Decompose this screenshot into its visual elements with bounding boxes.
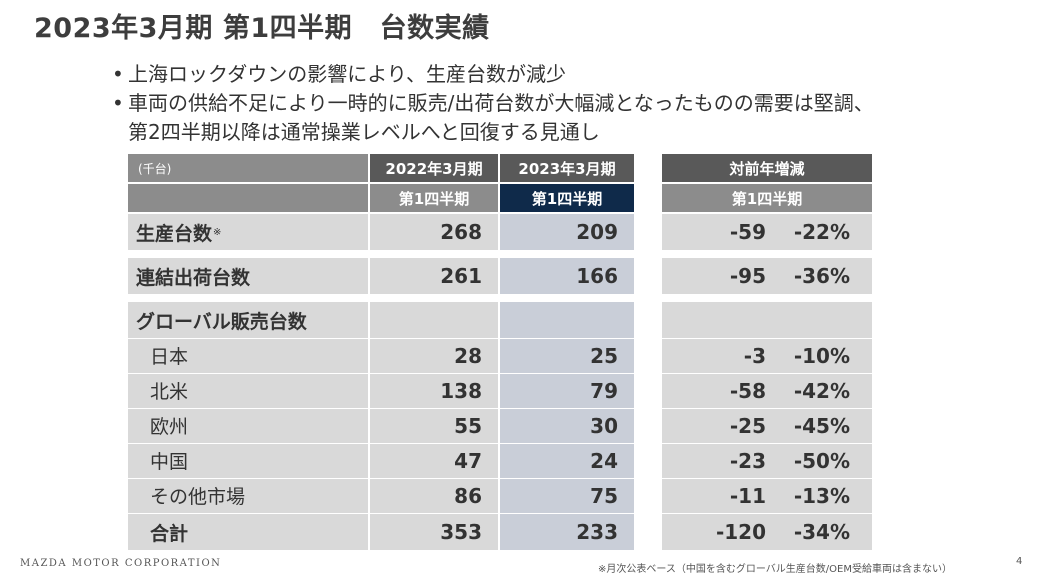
cell-na-2022: 138 bbox=[370, 373, 498, 408]
cell-japan-2023: 25 bbox=[500, 338, 634, 373]
cell-total-diff: -120 bbox=[662, 514, 782, 550]
cell-production-pct: -22% bbox=[782, 214, 872, 250]
subheader-q1-2022: 第1四半期 bbox=[370, 184, 498, 212]
cell-total-pct: -34% bbox=[782, 514, 872, 550]
row-divider bbox=[128, 408, 872, 409]
bullet-text: 上海ロックダウンの影響により、生産台数が減少 bbox=[128, 62, 566, 86]
bullet-text: 車両の供給不足により一時的に販売/出荷台数が大幅減となったものの需要は堅調、 bbox=[128, 91, 874, 115]
row-divider bbox=[128, 478, 872, 479]
page-number: 4 bbox=[1016, 556, 1023, 567]
unit-label: (千台) bbox=[128, 154, 368, 182]
cell-total-2023: 233 bbox=[500, 514, 634, 550]
cell-na-2023: 79 bbox=[500, 373, 634, 408]
footnote-mark: ※ bbox=[213, 226, 222, 238]
cell-others-diff: -11 bbox=[662, 478, 782, 513]
bullet-text: 第2四半期以降は通常操業レベルへと回復する見通し bbox=[128, 120, 600, 144]
label-text: 生産台数 bbox=[136, 222, 213, 245]
subheader-q1-yoy: 第1四半期 bbox=[662, 184, 872, 212]
row-divider bbox=[128, 373, 872, 374]
cell-others-2023: 75 bbox=[500, 478, 634, 513]
cell-china-2023: 24 bbox=[500, 443, 634, 478]
row-label-others: その他市場 bbox=[128, 478, 368, 513]
row-divider bbox=[128, 513, 872, 514]
company-name: MAZDA MOTOR CORPORATION bbox=[20, 558, 222, 569]
cell-na-pct: -42% bbox=[782, 373, 872, 408]
row-divider bbox=[128, 338, 872, 339]
cell-china-pct: -50% bbox=[782, 443, 872, 478]
cell-japan-2022: 28 bbox=[370, 338, 498, 373]
cell-shipment-pct: -36% bbox=[782, 258, 872, 294]
bullet-dot: • bbox=[112, 62, 124, 86]
subheader-q1-2023: 第1四半期 bbox=[500, 184, 634, 212]
cell-production-diff: -59 bbox=[662, 214, 782, 250]
bullet-indent bbox=[112, 118, 128, 147]
row-label-japan: 日本 bbox=[128, 338, 368, 373]
row-label-global: グローバル販売台数 bbox=[128, 302, 368, 338]
cell-total-2022: 353 bbox=[370, 514, 498, 550]
bullet-item-continuation: 第2四半期以降は通常操業レベルへと回復する見通し bbox=[112, 118, 874, 147]
bullet-item: • 車両の供給不足により一時的に販売/出荷台数が大幅減となったものの需要は堅調、 bbox=[112, 89, 874, 118]
cell-production-2023: 209 bbox=[500, 214, 634, 250]
bullet-dot: • bbox=[112, 91, 124, 115]
cell-europe-2023: 30 bbox=[500, 408, 634, 443]
bullet-item: • 上海ロックダウンの影響により、生産台数が減少 bbox=[112, 60, 874, 89]
row-label-north-america: 北米 bbox=[128, 373, 368, 408]
cell-others-pct: -13% bbox=[782, 478, 872, 513]
page-title: 2023年3月期 第1四半期 台数実績 bbox=[34, 13, 490, 44]
header-spacer bbox=[128, 184, 368, 212]
row-label-shipment: 連結出荷台数 bbox=[128, 258, 368, 294]
row-label-china: 中国 bbox=[128, 443, 368, 478]
cell-europe-diff: -25 bbox=[662, 408, 782, 443]
cell-global-2022 bbox=[370, 302, 498, 338]
bullet-list: • 上海ロックダウンの影響により、生産台数が減少 • 車両の供給不足により一時的… bbox=[112, 60, 874, 147]
cell-china-2022: 47 bbox=[370, 443, 498, 478]
cell-na-diff: -58 bbox=[662, 373, 782, 408]
cell-shipment-2022: 261 bbox=[370, 258, 498, 294]
row-label-production: 生産台数 ※ bbox=[128, 214, 368, 250]
row-label-total: 合計 bbox=[128, 514, 368, 550]
col-header-2023: 2023年3月期 bbox=[500, 154, 634, 182]
row-label-europe: 欧州 bbox=[128, 408, 368, 443]
cell-japan-diff: -3 bbox=[662, 338, 782, 373]
cell-japan-pct: -10% bbox=[782, 338, 872, 373]
row-divider bbox=[128, 443, 872, 444]
cell-europe-2022: 55 bbox=[370, 408, 498, 443]
cell-shipment-2023: 166 bbox=[500, 258, 634, 294]
footnote: ※月次公表ベース（中国を含むグローバル生産台数/OEM受給車両は含まない） bbox=[598, 564, 952, 575]
cell-shipment-diff: -95 bbox=[662, 258, 782, 294]
cell-others-2022: 86 bbox=[370, 478, 498, 513]
cell-global-yoy bbox=[662, 302, 872, 338]
cell-china-diff: -23 bbox=[662, 443, 782, 478]
col-header-yoy: 対前年増減 bbox=[662, 154, 872, 182]
cell-production-2022: 268 bbox=[370, 214, 498, 250]
cell-global-2023 bbox=[500, 302, 634, 338]
cell-europe-pct: -45% bbox=[782, 408, 872, 443]
col-header-2022: 2022年3月期 bbox=[370, 154, 498, 182]
